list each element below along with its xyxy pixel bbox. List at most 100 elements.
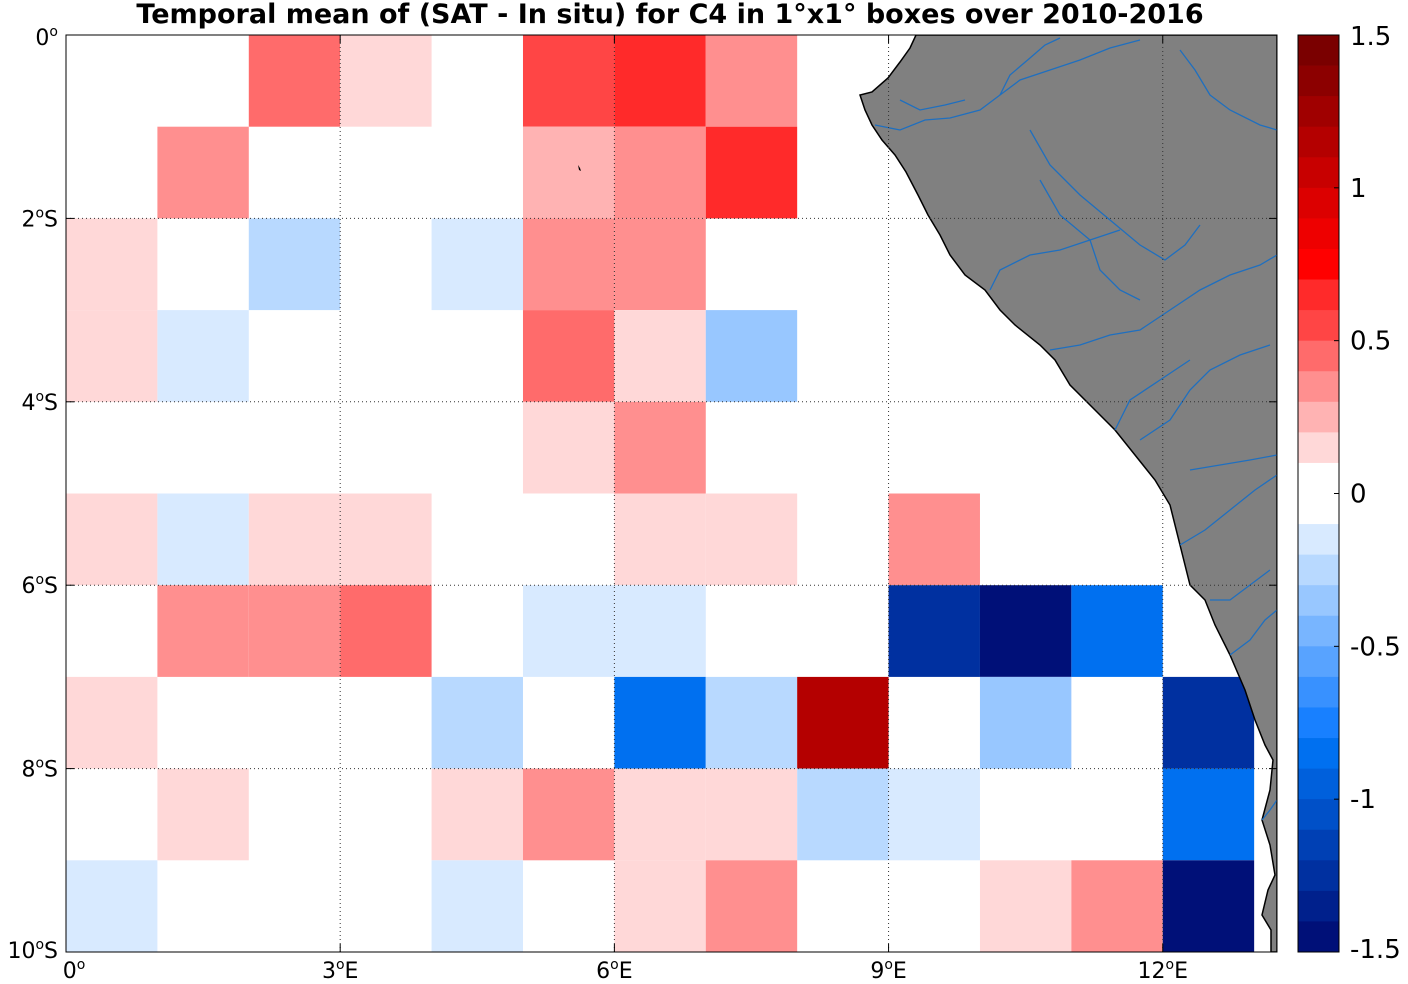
river-north [999, 37, 1061, 96]
y-tick-label: 0o [35, 24, 58, 51]
y-tick-label: 10oS [7, 937, 58, 964]
river-south4 [1114, 359, 1191, 431]
colorbar-segment [1298, 65, 1339, 97]
grid-cell [705, 310, 798, 402]
colorbar-segment [1298, 371, 1339, 403]
grid-cell [340, 35, 432, 127]
grid-cell [614, 218, 706, 311]
grid-cell [522, 401, 615, 494]
map-frame [65, 34, 1278, 953]
grid-cell [705, 768, 798, 861]
grid-cell [248, 218, 341, 311]
grid-cell [614, 35, 706, 127]
grid-cell [979, 860, 1072, 952]
x-tick-label: 6oE [596, 957, 632, 984]
y-tick-label: 4oS [21, 389, 58, 416]
river-south2 [1179, 474, 1277, 546]
colorbar-segment [1298, 401, 1339, 433]
x-tick-label: 9oE [870, 957, 906, 984]
colorbar-segment [1298, 829, 1339, 861]
colorbar-segment [1298, 279, 1339, 311]
grid-cell [66, 493, 158, 586]
grid-cell [1162, 768, 1255, 861]
colorbar-segment [1298, 96, 1339, 128]
island-sao-tome [578, 165, 581, 171]
colorbar-tick-label: 1 [1350, 174, 1367, 204]
grid-cell [522, 218, 615, 311]
grid-cell [797, 768, 889, 861]
colorbar-segment [1298, 126, 1339, 158]
grid-cell [66, 218, 158, 311]
grid-cell [431, 218, 523, 311]
land-layer [578, 35, 1277, 952]
river-south6 [1229, 609, 1277, 656]
grid-cell [66, 310, 158, 402]
colorbar-segment [1298, 187, 1339, 219]
grid-cell [614, 126, 706, 219]
grid-cell [705, 126, 798, 219]
grid-cell [340, 585, 432, 677]
colorbar-segment [1298, 860, 1339, 892]
x-tick-label: 12oE [1138, 957, 1188, 984]
river-interior [1039, 179, 1141, 301]
colorbar-segment [1298, 890, 1339, 922]
colorbar-tick-label: -1 [1350, 785, 1376, 815]
grid-cell [979, 676, 1072, 769]
colorbar-segment [1298, 218, 1339, 250]
colorbar-tick-label: -0.5 [1350, 632, 1401, 662]
colorbar-segment [1298, 432, 1339, 464]
colorbar-segment [1298, 585, 1339, 617]
colorbar-segment [1298, 157, 1339, 189]
grid-cell [522, 310, 615, 402]
grid-cell [157, 493, 249, 586]
colorbar-segment [1298, 707, 1339, 739]
grid-cell [66, 676, 158, 769]
colorbar-tick-label: 1.5 [1350, 22, 1391, 52]
river-east [1179, 49, 1277, 131]
river-delta [899, 99, 966, 111]
colorbar-segment [1298, 799, 1339, 831]
grid-cell [888, 768, 980, 861]
colorbar-segment [1298, 35, 1339, 66]
river-south3 [1189, 454, 1277, 471]
grid-cell [797, 676, 889, 769]
river-cuanza [1049, 254, 1277, 351]
colorbar-segment [1298, 646, 1339, 678]
grid-cell [614, 860, 706, 952]
colorbar-segment [1298, 248, 1339, 280]
grid-cell [705, 860, 798, 952]
grid-cell [157, 310, 249, 402]
grid-cell [1162, 860, 1255, 952]
grid-cell [522, 35, 615, 127]
colorbar-tick-label: 0.5 [1350, 327, 1391, 357]
grid-cell [66, 860, 158, 952]
colorbar-segment [1298, 738, 1339, 769]
river-south5 [1210, 569, 1271, 601]
colorbar-segment [1298, 493, 1339, 525]
grid-cell [1071, 860, 1163, 952]
river-loge [989, 229, 1121, 291]
colorbar [1297, 34, 1340, 953]
grid-cell [614, 401, 706, 494]
y-tick-label: 6oS [21, 572, 58, 599]
grid-cell [614, 768, 706, 861]
colorbar-segment [1298, 310, 1339, 342]
grid-cell [1162, 676, 1255, 769]
x-tick-label: 3oE [322, 957, 358, 984]
colorbar-segment [1298, 615, 1339, 647]
river-south7 [1261, 799, 1277, 821]
x-axis-ticks: 0o 3oE 6oE 9oE 12oE [63, 35, 1188, 984]
y-tick-label: 2oS [21, 205, 58, 232]
grid-cell [248, 493, 341, 586]
grid-cell [340, 493, 432, 586]
x-tick-label: 0o [63, 957, 86, 984]
colorbar-segment [1298, 524, 1339, 556]
grid-cell [614, 585, 706, 677]
river-kwango [1029, 129, 1201, 261]
grid-cell [614, 676, 706, 769]
grid-cell [705, 35, 798, 127]
grid-cell [705, 676, 798, 769]
y-axis-ticks: 0o 2oS 4oS 6oS 8oS 10oS [7, 24, 1277, 964]
